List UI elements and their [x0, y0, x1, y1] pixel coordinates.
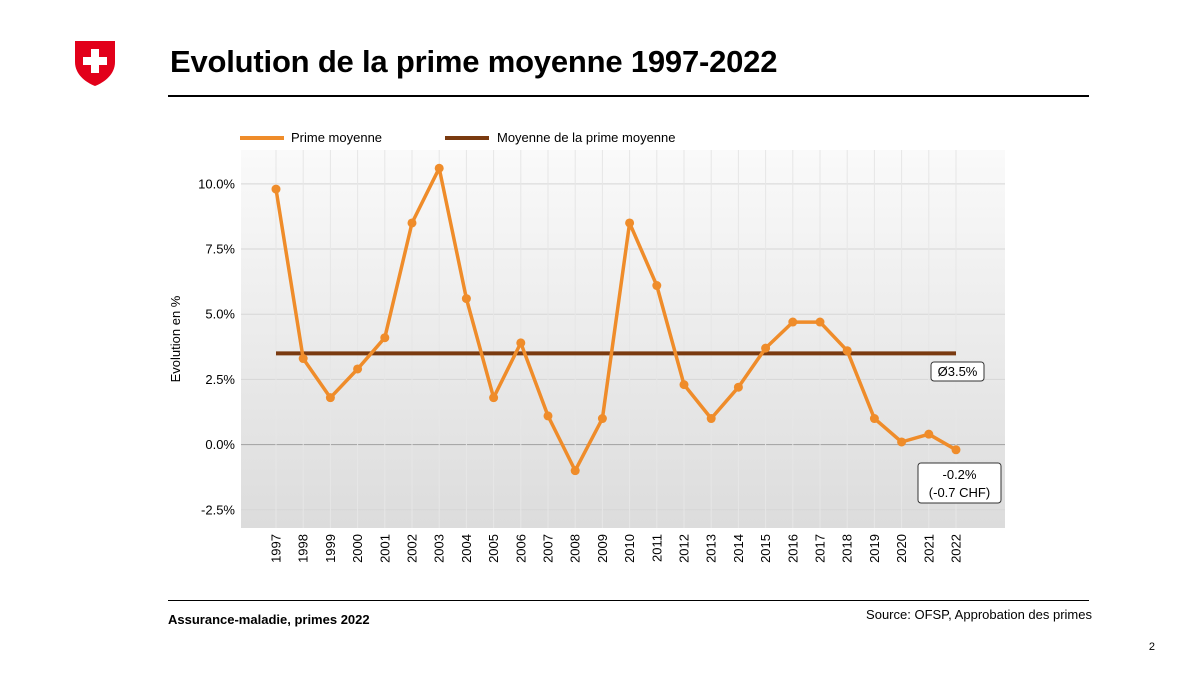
data-point — [951, 445, 961, 455]
y-tick-label: 2.5% — [205, 372, 235, 387]
footer-divider — [168, 600, 1089, 601]
data-point — [679, 380, 689, 390]
data-point — [434, 163, 444, 173]
data-point — [325, 393, 335, 403]
data-point — [516, 338, 526, 348]
average-annotation-box — [930, 361, 985, 382]
legend-label-average: Moyenne de la prime moyenne — [497, 130, 676, 145]
data-point — [461, 294, 471, 304]
x-tick-label: 2000 — [350, 534, 365, 563]
x-tick-label: 2008 — [568, 534, 583, 563]
data-point — [380, 333, 390, 343]
data-point — [788, 317, 798, 327]
x-tick-label: 2010 — [622, 534, 637, 563]
footer-publication: Assurance-maladie, primes 2022 — [168, 612, 370, 627]
data-point — [842, 346, 852, 356]
x-tick-label: 2022 — [949, 534, 964, 563]
page-number: 2 — [1148, 641, 1155, 653]
x-tick-label: 2020 — [894, 534, 909, 563]
x-tick-label: 1997 — [269, 534, 284, 563]
x-tick-label: 2015 — [758, 534, 773, 563]
data-point — [815, 317, 825, 327]
y-tick-label: 5.0% — [205, 307, 235, 322]
data-point — [897, 437, 907, 447]
data-point — [733, 382, 743, 392]
average-annotation: Ø3.5% — [938, 364, 978, 379]
data-point — [353, 364, 363, 374]
legend-label-prime-moyenne: Prime moyenne — [291, 130, 382, 145]
series-line-prime-moyenne — [274, 166, 957, 473]
x-tick-label: 1999 — [323, 534, 338, 563]
x-tick-label: 2014 — [731, 534, 746, 563]
data-point — [761, 343, 771, 353]
y-tick-label: 0.0% — [205, 437, 235, 452]
x-tick-label: 2012 — [677, 534, 692, 563]
data-point — [625, 218, 635, 228]
data-point — [706, 414, 716, 424]
data-point — [271, 184, 281, 194]
x-tick-label: 2019 — [867, 534, 882, 563]
plot-background — [241, 150, 1005, 528]
x-tick-label: 2013 — [704, 534, 719, 563]
page-title: Evolution de la prime moyenne 1997-2022 — [170, 44, 778, 79]
last-value-annotation-chf: (-0.7 CHF) — [929, 485, 990, 500]
x-tick-label: 2021 — [921, 534, 936, 563]
data-point — [407, 218, 417, 228]
data-point — [570, 466, 580, 476]
y-axis-label: Evolution en % — [168, 295, 183, 382]
data-point — [543, 411, 553, 421]
data-point — [869, 414, 879, 424]
x-tick-label: 2003 — [432, 534, 447, 563]
data-point — [924, 429, 934, 439]
x-tick-label: 2011 — [649, 534, 664, 562]
footer-source: Source: OFSP, Approbation des primes — [866, 607, 1092, 622]
x-tick-label: 2009 — [595, 534, 610, 563]
last-value-annotation-pct: -0.2% — [943, 467, 977, 482]
x-tick-label: 2006 — [513, 534, 528, 563]
x-tick-label: 2001 — [377, 534, 392, 563]
title-divider — [168, 95, 1089, 97]
last-value-annotation-box — [917, 462, 1002, 504]
data-point — [489, 393, 499, 403]
data-point — [298, 354, 308, 364]
x-tick-label: 2004 — [459, 534, 474, 563]
x-tick-label: 2002 — [405, 534, 420, 563]
y-tick-label: 7.5% — [205, 242, 235, 257]
data-point — [652, 281, 662, 291]
x-tick-label: 2017 — [813, 534, 828, 563]
x-tick-label: 1998 — [296, 534, 311, 563]
y-tick-label: 10.0% — [198, 176, 235, 191]
data-point — [597, 414, 607, 424]
x-tick-label: 2016 — [785, 534, 800, 563]
swiss-cross-logo-icon — [75, 41, 115, 86]
x-tick-label: 2018 — [840, 534, 855, 563]
x-tick-label: 2005 — [486, 534, 501, 563]
x-tick-label: 2007 — [541, 534, 556, 563]
y-tick-label: -2.5% — [201, 502, 235, 517]
